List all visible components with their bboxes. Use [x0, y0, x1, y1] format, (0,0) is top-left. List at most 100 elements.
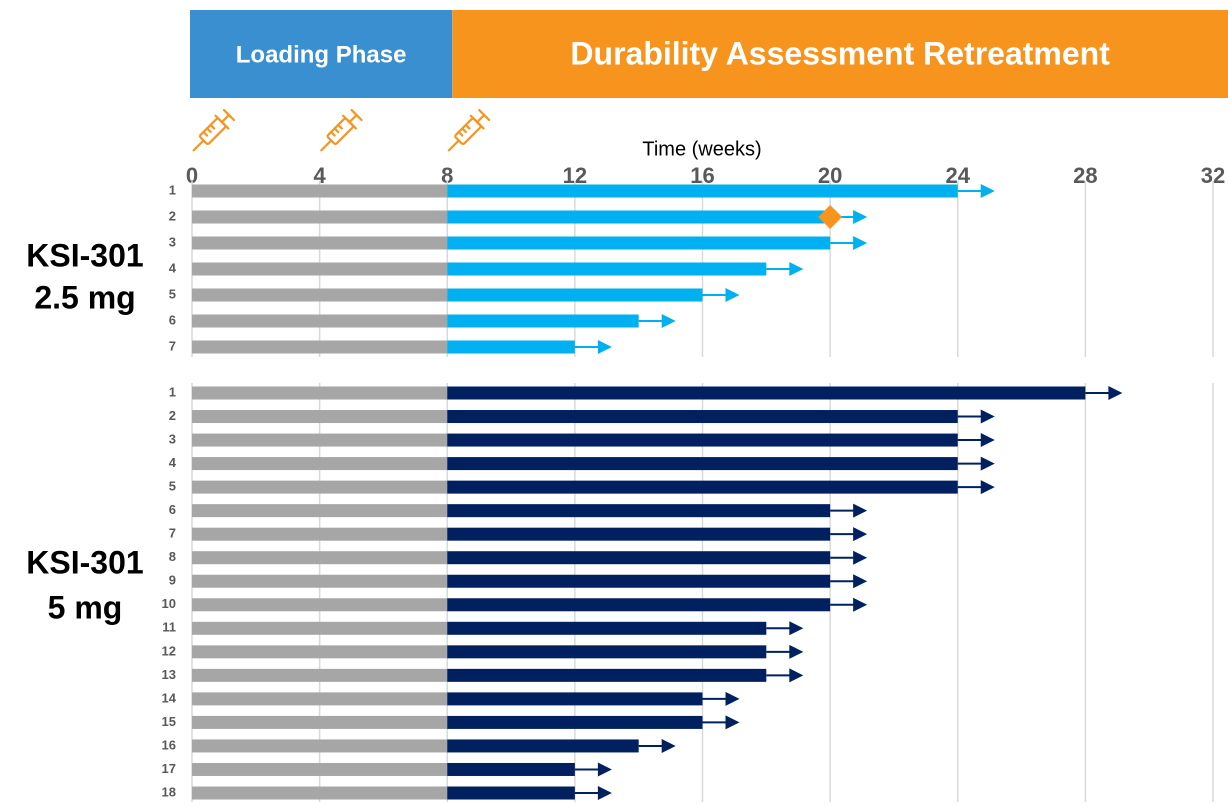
row-label: 18 — [162, 784, 176, 799]
row-label: 7 — [169, 338, 176, 353]
bar-segment — [447, 184, 958, 198]
syringe-needle — [192, 139, 205, 152]
row-label: 6 — [169, 312, 176, 327]
bar-segment — [192, 457, 448, 471]
ongoing-arrow-head — [853, 236, 868, 250]
ongoing-arrow-head — [980, 480, 995, 495]
event-diamond — [818, 205, 843, 229]
bar-segment — [447, 668, 767, 682]
bar-segment — [447, 786, 575, 800]
row-label: 3 — [169, 234, 176, 249]
syringe-plunger — [220, 113, 231, 124]
row-label: 14 — [162, 690, 177, 705]
syringe-handle — [478, 108, 491, 122]
bar-segment — [447, 551, 831, 565]
syringe-mark — [202, 130, 209, 137]
syringe-mark — [457, 130, 464, 137]
bar-segment — [192, 598, 448, 612]
group-label: KSI-301 — [26, 544, 143, 580]
x-tick-label: 0 — [186, 163, 198, 188]
ongoing-arrow-head — [853, 210, 868, 224]
syringe-icon — [320, 108, 363, 152]
row-label: 16 — [162, 737, 176, 752]
ongoing-arrow-head — [853, 550, 868, 565]
row-label: 2 — [169, 408, 176, 423]
row-label: 17 — [162, 761, 176, 776]
syringe-needle — [320, 139, 333, 152]
bar-segment — [192, 288, 448, 302]
syringe-mark — [205, 127, 212, 134]
x-tick-label: 4 — [314, 163, 327, 188]
ongoing-arrow-head — [661, 738, 676, 753]
ongoing-arrow-head — [853, 503, 868, 518]
syringe-mark — [461, 127, 467, 134]
bar-segment — [192, 786, 448, 800]
bar-segment — [447, 739, 639, 753]
row-label: 5 — [169, 479, 176, 494]
bar-segment — [192, 504, 448, 518]
bar-segment — [192, 551, 448, 565]
row-label: 1 — [169, 182, 176, 197]
ongoing-arrow-head — [980, 184, 995, 198]
bar-segment — [447, 480, 958, 494]
row-label: 4 — [169, 455, 177, 470]
row-label: 10 — [162, 596, 176, 611]
row-label: 8 — [169, 549, 176, 564]
bar-segment — [447, 262, 767, 276]
syringe-mark — [464, 123, 471, 130]
syringe-mark — [209, 123, 216, 130]
syringe-icon — [192, 108, 236, 152]
bar-segment — [192, 692, 448, 706]
group-label: 2.5 mg — [34, 279, 135, 315]
ongoing-arrow-head — [597, 340, 612, 354]
x-axis-label: Time (weeks) — [642, 138, 761, 160]
row-label: 4 — [169, 260, 177, 275]
bar-segment — [192, 621, 448, 635]
bar-segment — [447, 621, 767, 635]
bar-segment — [192, 645, 448, 659]
bar-segment — [192, 262, 448, 276]
syringe-handle — [350, 108, 363, 122]
syringe-mark — [333, 127, 340, 134]
syringe-handle — [222, 108, 236, 122]
bar-segment — [447, 386, 1086, 400]
bar-segment — [192, 480, 448, 494]
bar-segment — [192, 210, 448, 224]
ongoing-arrow-head — [725, 691, 740, 706]
bar-segment — [447, 210, 831, 224]
phase-box — [190, 10, 453, 98]
ongoing-arrow-head — [789, 621, 804, 636]
syringe-mark — [337, 123, 343, 130]
bar-segment — [447, 410, 958, 424]
ongoing-arrow-head — [1108, 386, 1123, 400]
bar-segment — [447, 314, 639, 328]
row-label: 6 — [169, 502, 176, 517]
bar-segment — [192, 433, 448, 447]
syringe-icon — [447, 108, 491, 152]
syringe-flange — [214, 114, 230, 130]
ongoing-arrow-head — [853, 574, 868, 589]
bar-segment — [192, 236, 448, 250]
syringe-flange — [469, 114, 485, 130]
ongoing-arrow-head — [789, 644, 804, 659]
row-label: 7 — [169, 526, 176, 541]
row-label: 9 — [169, 573, 176, 588]
row-label: 3 — [169, 431, 176, 446]
phase-box — [452, 10, 1228, 98]
bar-segment — [447, 645, 767, 659]
syringe-flange — [342, 114, 357, 130]
bar-segment — [192, 184, 448, 198]
bar-segment — [192, 574, 448, 588]
row-label: 5 — [169, 286, 176, 301]
ongoing-arrow-head — [597, 762, 612, 777]
ongoing-arrow-head — [789, 262, 804, 276]
phase-label: Loading Phase — [236, 41, 407, 68]
bar-segment — [447, 598, 831, 612]
ongoing-arrow-head — [980, 433, 995, 448]
bar-segment — [192, 762, 448, 776]
ongoing-arrow-head — [789, 668, 804, 683]
syringe-mark — [330, 130, 336, 137]
bar-segment — [447, 692, 703, 706]
bar-segment — [447, 340, 575, 354]
